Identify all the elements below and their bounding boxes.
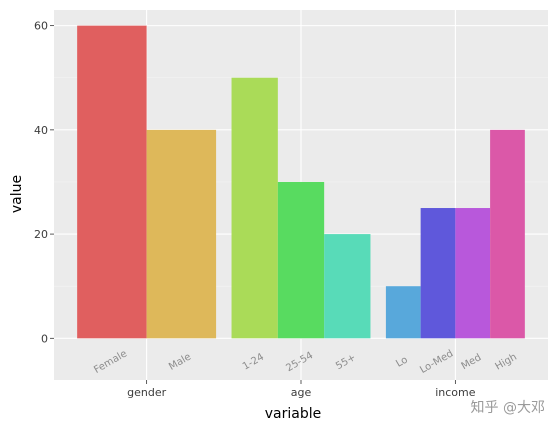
watermark: 知乎 @大邓	[471, 399, 545, 416]
bar-lo-med	[420, 208, 456, 339]
x-tick-label: gender	[127, 386, 166, 399]
x-axis-title: variable	[265, 406, 321, 422]
y-tick-label: 20	[34, 228, 48, 241]
y-axis-title: value	[9, 175, 25, 213]
y-tick-label: 40	[34, 124, 48, 137]
bar-high	[490, 129, 525, 339]
bar-25-54	[277, 181, 325, 339]
bar-55-	[324, 234, 371, 339]
x-axis-ticks: gender age income	[127, 380, 476, 399]
bars	[77, 25, 525, 339]
bar-female	[77, 25, 147, 339]
bar-label: Lo	[394, 355, 409, 370]
y-axis-ticks: 0 20 40 60	[34, 20, 54, 345]
bar-1-24	[231, 77, 278, 339]
bar-lo	[385, 286, 421, 339]
bar-male	[146, 129, 217, 339]
x-tick-label: age	[291, 386, 312, 399]
x-tick-label: income	[435, 386, 476, 399]
bar-med	[455, 208, 491, 339]
y-tick-label: 60	[34, 20, 48, 33]
y-tick-label: 0	[41, 332, 48, 345]
